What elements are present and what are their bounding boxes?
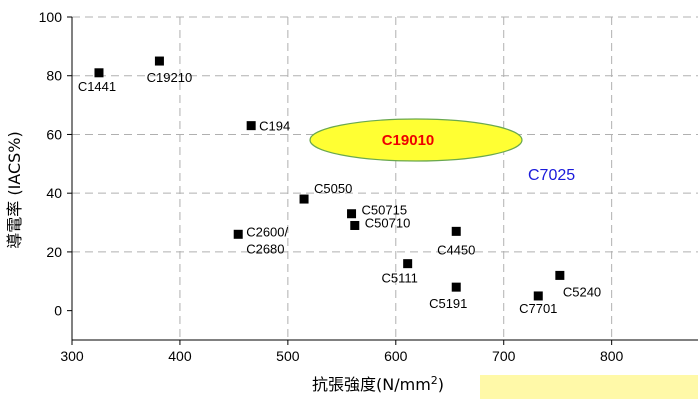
data-point: C1441 — [78, 68, 116, 94]
x-tick-label: 700 — [492, 348, 516, 364]
point-label: C194 — [259, 119, 290, 134]
point-label: C5240 — [563, 284, 601, 299]
point-marker — [246, 121, 256, 131]
y-tick-label: 0 — [54, 303, 62, 319]
data-point: C5240 — [555, 270, 601, 299]
data-point: C19210 — [147, 56, 193, 85]
axes — [67, 16, 698, 345]
data-point: C7701 — [519, 291, 557, 316]
x-tick-label: 400 — [168, 348, 192, 364]
point-label: C50715 — [362, 203, 408, 218]
c19010-annotation: C19010 — [309, 118, 523, 162]
point-label: C50710 — [365, 215, 411, 230]
y-tick-label: 80 — [46, 68, 62, 84]
data-point: C50715 — [347, 203, 407, 219]
x-tick-labels: 300 400 500 600 700 800 — [60, 348, 623, 364]
point-label: C19210 — [147, 70, 193, 85]
point-marker — [451, 226, 461, 236]
point-label: C5111 — [381, 271, 417, 286]
data-point: C5191 — [429, 282, 467, 311]
x-tick-label: 500 — [276, 348, 300, 364]
point-label: C2680 — [246, 241, 284, 256]
xlabel-highlight-band — [480, 375, 698, 399]
point-marker — [154, 56, 164, 66]
point-marker — [533, 291, 543, 301]
point-marker — [451, 282, 461, 292]
c19010-label: C19010 — [382, 132, 435, 149]
data-point: C50710 — [350, 215, 410, 230]
x-axis-title: 抗張強度(N/mm2) — [312, 374, 444, 394]
point-label: C5050 — [314, 181, 352, 196]
point-marker — [233, 229, 243, 239]
data-point: C5111 — [381, 259, 418, 286]
point-label: C2600/ — [246, 224, 288, 239]
c7025-label: C7025 — [528, 167, 575, 184]
y-tick-label: 100 — [39, 9, 63, 25]
point-marker — [350, 220, 360, 230]
data-point: C4450 — [437, 226, 475, 257]
x-tick-label: 600 — [384, 348, 408, 364]
y-tick-labels: 0 20 40 60 80 100 — [39, 9, 63, 319]
x-axis-title-main: 抗張強度(N/mm — [312, 375, 431, 394]
y-axis-title: 導電率 (IACS%) — [5, 131, 24, 249]
point-label: C4450 — [437, 242, 475, 257]
data-point: C2600/C2680 — [233, 224, 289, 256]
point-label: C5191 — [429, 296, 467, 311]
point-marker — [347, 209, 357, 219]
point-marker — [299, 194, 309, 204]
x-axis-title-sup: 2 — [431, 374, 438, 387]
c19010-ellipse — [309, 118, 523, 162]
point-marker — [555, 270, 565, 280]
point-marker — [403, 259, 413, 269]
x-tick-label: 300 — [60, 348, 84, 364]
y-tick-label: 40 — [46, 185, 62, 201]
grid — [72, 16, 698, 340]
point-label: C7701 — [519, 301, 557, 316]
y-tick-label: 60 — [46, 126, 62, 142]
data-point: C194 — [246, 119, 290, 134]
x-axis-title-tail: ) — [438, 375, 444, 394]
data-point: C5050 — [299, 181, 352, 204]
x-tick-label: 800 — [600, 348, 624, 364]
point-marker — [94, 68, 104, 78]
point-label: C1441 — [78, 79, 116, 94]
y-tick-label: 20 — [46, 244, 62, 260]
